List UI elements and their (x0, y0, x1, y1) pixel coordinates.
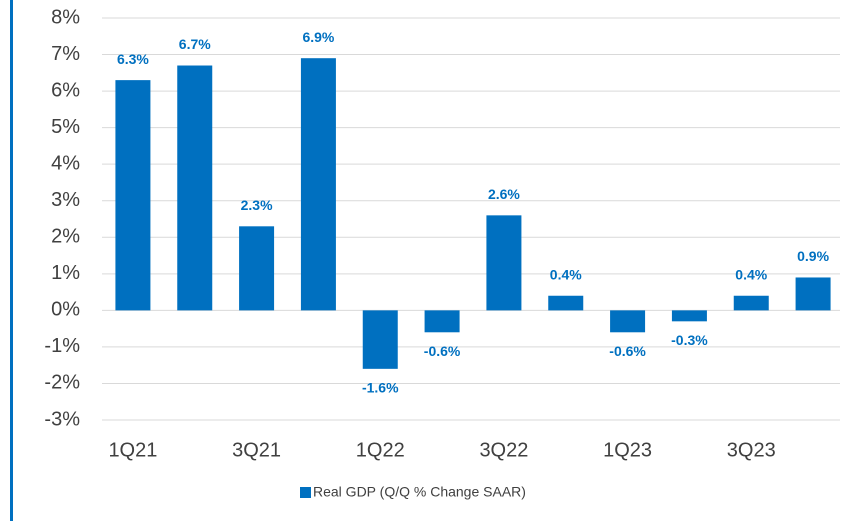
y-tick-label: 6% (51, 79, 80, 101)
bar (424, 310, 460, 333)
data-label: 0.4% (550, 266, 582, 282)
x-tick-label: 3Q22 (479, 439, 528, 461)
x-tick-label: 1Q23 (603, 439, 652, 461)
y-tick-label: 7% (51, 43, 80, 65)
data-label: -0.6% (424, 343, 461, 359)
y-tick-label: 3% (51, 189, 80, 211)
y-tick-label: -2% (44, 372, 80, 394)
bar (300, 58, 336, 311)
y-tick-label: 2% (51, 226, 80, 248)
bar (486, 215, 522, 311)
data-label: 6.7% (179, 36, 211, 52)
bar (239, 226, 275, 311)
side-rule (10, 0, 13, 521)
data-label: 2.3% (241, 197, 273, 213)
bar (610, 310, 646, 333)
y-tick-label: 8% (51, 6, 80, 28)
bar (115, 80, 151, 311)
bar (548, 295, 584, 311)
data-label: 6.3% (117, 51, 149, 67)
bar (671, 310, 707, 322)
bar (795, 277, 831, 311)
y-tick-label: 4% (51, 152, 80, 174)
y-tick-label: 0% (51, 299, 80, 321)
legend-swatch (300, 487, 311, 498)
bar (733, 295, 769, 311)
data-label: -1.6% (362, 380, 399, 396)
data-label: -0.6% (609, 343, 646, 359)
y-tick-label: -1% (44, 335, 80, 357)
bar (177, 65, 213, 311)
y-tick-label: 5% (51, 116, 80, 138)
x-tick-label: 1Q22 (356, 439, 405, 461)
data-label: 0.4% (735, 266, 767, 282)
data-label: 0.9% (797, 248, 829, 264)
y-tick-label: -3% (44, 408, 80, 430)
data-label: 2.6% (488, 186, 520, 202)
data-label: -0.3% (671, 332, 708, 348)
x-tick-label: 3Q21 (232, 439, 281, 461)
x-tick-label: 3Q23 (727, 439, 776, 461)
bar (362, 310, 398, 369)
data-label: 6.9% (302, 29, 334, 45)
x-tick-label: 1Q21 (108, 439, 157, 461)
legend-label: Real GDP (Q/Q % Change SAAR) (313, 484, 526, 500)
y-tick-label: 1% (51, 262, 80, 284)
